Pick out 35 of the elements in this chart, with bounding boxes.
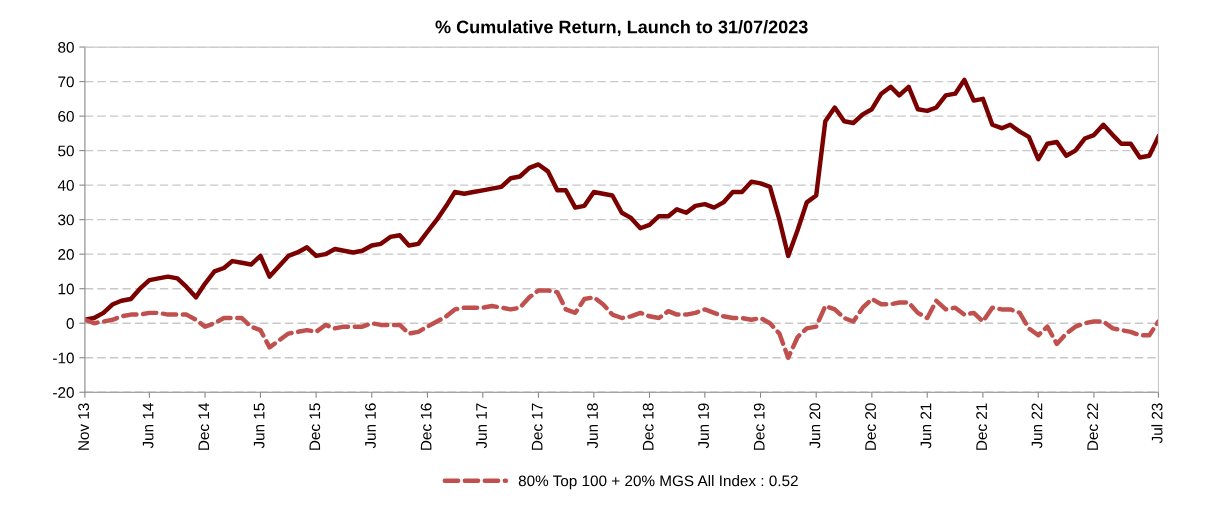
chart-title: % Cumulative Return, Launch to 31/07/2023 [435,20,808,36]
y-tick-label: 30 [58,214,74,226]
x-tick-label: Dec 20 [865,403,876,450]
x-tick-label: Jun 20 [809,403,821,449]
x-tick-label: Jun 21 [920,403,932,449]
x-tick-label: Jun 17 [476,403,487,449]
y-tick-label: 60 [58,110,74,122]
x-tick-label: Dec 19 [753,403,765,450]
x-tick-label: Jul 23 [1151,403,1163,444]
y-tick-label: 40 [57,180,74,191]
x-tick-label: Dec 17 [531,403,543,450]
x-tick-label: Dec 14 [198,403,210,450]
y-tick-label: -20 [53,387,74,398]
x-tick-label: Jun 14 [142,403,154,449]
y-tick-label: 0 [66,318,74,329]
x-tick-label: Jun 19 [698,403,709,449]
y-tick-label: -10 [53,352,74,364]
x-tick-label: Jun 16 [365,403,376,449]
x-tick-label: Jun 15 [253,403,265,449]
x-tick-label: Nov 13 [78,403,90,450]
line-series [84,288,1159,360]
x-tick-label: Dec 18 [642,403,654,450]
legend-label: 80% Top 100 + 20% MGS All Index : 0.52 [518,475,798,490]
y-tick-label: 80 [58,41,74,53]
x-tick-label: Dec 21 [976,403,987,450]
x-tick-label: Dec 16 [420,403,432,450]
y-tick-label: 10 [58,283,74,295]
x-tick-label: Jun 18 [587,403,598,449]
x-tick-label: Dec 22 [1087,403,1099,450]
y-tick-label: 50 [58,145,74,157]
line-series [84,77,1159,322]
x-tick-label: Jun 22 [1031,403,1043,449]
y-tick-label: 20 [58,249,74,260]
x-tick-label: Dec 15 [309,403,321,450]
y-tick-label: 70 [58,76,74,88]
